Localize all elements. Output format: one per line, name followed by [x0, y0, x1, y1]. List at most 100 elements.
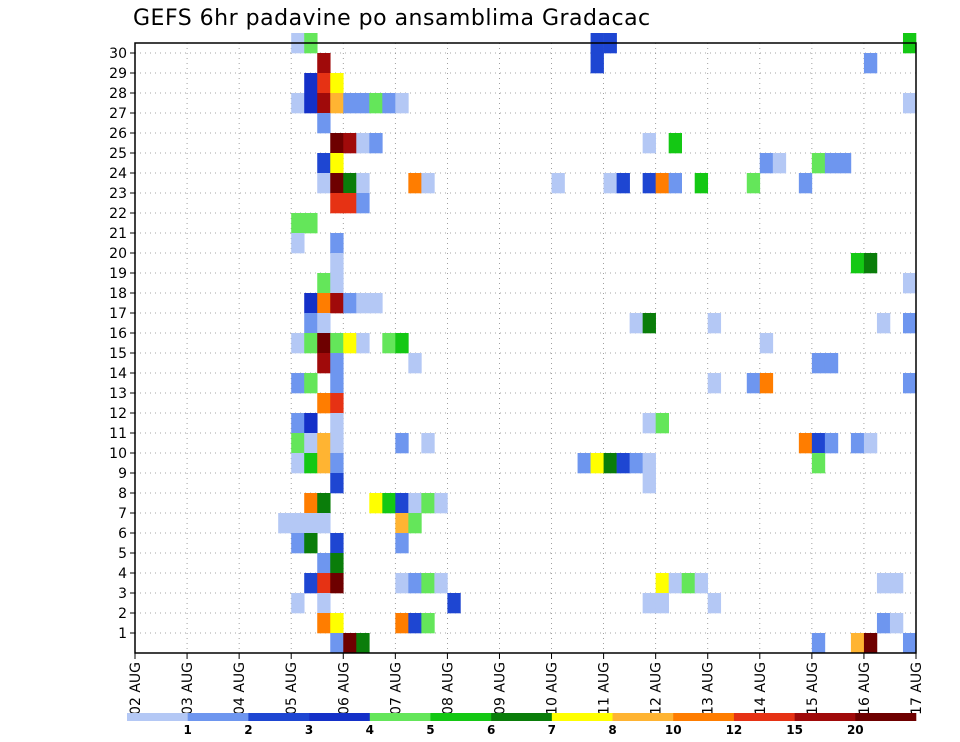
y-tick-label: 28 — [109, 86, 127, 102]
y-tick-label: 18 — [109, 286, 127, 302]
precip-cell — [811, 453, 826, 474]
precip-cell — [356, 333, 370, 354]
legend-swatch — [733, 713, 795, 721]
precip-cell — [395, 333, 409, 354]
precip-cell — [642, 453, 656, 474]
x-tick-label: 03 AUG — [180, 662, 196, 715]
y-tick-label: 5 — [118, 546, 127, 562]
x-tick-label: 08 AUG — [440, 662, 456, 715]
x-tick-label: 17 AUG — [909, 662, 925, 715]
y-tick-label: 27 — [109, 106, 127, 122]
precip-cell — [408, 173, 422, 194]
precip-cell — [356, 633, 370, 654]
precip-cell — [642, 593, 656, 614]
precip-cell — [304, 333, 318, 354]
precip-cell — [863, 633, 878, 654]
precip-cell — [434, 573, 448, 594]
precip-cell — [330, 633, 344, 654]
precip-cell — [694, 173, 709, 194]
y-tick-label: 25 — [109, 146, 127, 162]
legend-label: 7 — [548, 723, 556, 737]
chart-title: GEFS 6hr padavine po ansamblima Gradacac — [133, 6, 651, 31]
precip-cell — [707, 593, 722, 614]
precip-cell — [317, 113, 331, 134]
precip-cell — [850, 253, 865, 274]
precip-cell — [746, 173, 761, 194]
precip-cell — [382, 93, 396, 114]
precip-cell — [317, 493, 331, 514]
precip-cell — [330, 153, 344, 174]
y-tick-label: 29 — [109, 66, 127, 82]
precip-cell — [408, 613, 422, 634]
y-tick-label: 6 — [118, 526, 127, 542]
y-tick-label: 22 — [109, 206, 127, 222]
precip-cell — [759, 153, 774, 174]
precip-cell — [317, 93, 331, 114]
precip-cell — [330, 553, 344, 574]
precip-cell — [330, 273, 344, 294]
precip-cell — [889, 573, 904, 594]
precip-cell — [343, 633, 357, 654]
legend-swatch — [855, 713, 917, 721]
precip-cell — [330, 373, 344, 394]
precip-cell — [603, 453, 617, 474]
legend-swatch — [430, 713, 492, 721]
precip-cell — [707, 373, 722, 394]
precip-cell — [395, 533, 409, 554]
x-tick-label: 16 AUG — [857, 662, 873, 715]
precip-cell — [876, 573, 891, 594]
precip-cell — [382, 493, 396, 514]
precip-cell — [291, 233, 305, 254]
precip-cell — [421, 433, 435, 454]
x-tick-label: 11 AUG — [597, 662, 613, 715]
precip-cell — [759, 373, 774, 394]
precip-cell — [317, 593, 331, 614]
precip-cell — [369, 133, 383, 154]
x-tick-label: 12 AUG — [649, 662, 665, 715]
precip-cell — [824, 353, 839, 374]
precip-cell — [304, 213, 318, 234]
precip-cell — [642, 133, 656, 154]
precip-cell — [304, 413, 318, 434]
precip-cell — [395, 613, 409, 634]
precip-cell — [369, 293, 383, 314]
precip-cell — [304, 533, 318, 554]
precip-cell — [811, 353, 826, 374]
y-tick-label: 2 — [118, 606, 127, 622]
precip-cell — [317, 333, 331, 354]
precip-cell — [746, 373, 761, 394]
precip-cell — [408, 353, 422, 374]
precip-cell — [694, 573, 709, 594]
x-tick-label: 04 AUG — [232, 662, 248, 715]
precip-cell — [343, 133, 357, 154]
x-tick-label: 10 AUG — [545, 662, 561, 715]
precip-cell — [850, 633, 865, 654]
precip-cell — [330, 73, 344, 94]
precip-cell — [330, 393, 344, 414]
precip-cell — [317, 313, 331, 334]
precip-cell — [330, 613, 344, 634]
y-tick-label: 1 — [118, 626, 127, 642]
legend-swatch — [491, 713, 553, 721]
precip-cell — [863, 433, 878, 454]
precip-cell — [317, 433, 331, 454]
x-tick-label: 05 AUG — [284, 662, 300, 715]
precip-cell — [642, 413, 656, 434]
precip-cell — [304, 513, 318, 534]
precip-cell — [616, 453, 630, 474]
precip-cell — [330, 533, 344, 554]
precip-cell — [291, 413, 305, 434]
y-tick-label: 11 — [109, 426, 127, 442]
precip-cell — [343, 193, 357, 214]
legend-label: 8 — [608, 723, 616, 737]
precip-cell — [317, 293, 331, 314]
precip-cell — [902, 633, 917, 654]
precip-cell — [291, 533, 305, 554]
y-tick-label: 30 — [109, 46, 127, 62]
precip-cell — [655, 573, 669, 594]
precip-cell — [421, 613, 435, 634]
x-tick-label: 13 AUG — [701, 662, 717, 715]
precip-cell — [369, 493, 383, 514]
legend-label: 6 — [487, 723, 495, 737]
